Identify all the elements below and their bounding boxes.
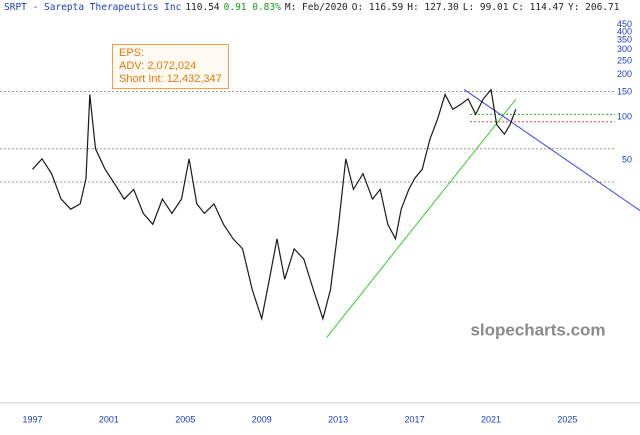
y-tick-label: 300 [617, 44, 632, 54]
price-line [32, 88, 517, 322]
y-tick-label: 450 [617, 19, 632, 29]
year-high: Y: 206.71 [567, 2, 620, 13]
last: 110.54 [185, 2, 220, 13]
symbol: SRPT - Sarepta Therapeutics Inc [4, 2, 182, 13]
x-tick-label: 2005 [175, 414, 195, 424]
close: C: 114.47 [512, 2, 564, 13]
x-tick-label: 2009 [252, 414, 272, 424]
x-tick-label: 2025 [557, 414, 577, 424]
header: SRPT - Sarepta Therapeutics Inc 110.54 0.9… [4, 2, 623, 13]
low: L: 99.01 [462, 2, 509, 13]
x-tick-label: 2021 [481, 414, 501, 424]
eps: EPS: [119, 47, 145, 59]
y-tick-label: 200 [617, 69, 632, 79]
watermark: slopecharts.com [470, 320, 605, 339]
y-tick-label: 50 [622, 154, 632, 164]
y-tick-label: 100 [617, 112, 632, 122]
trend-line [463, 89, 640, 211]
y-tick-label: 350 [617, 35, 632, 45]
x-tick-label: 1997 [22, 414, 42, 424]
y-tick-label: 150 [617, 87, 632, 97]
trend-line [326, 99, 517, 338]
y-tick-label: 400 [617, 26, 632, 36]
x-tick-label: 2013 [328, 414, 348, 424]
change: 0.91 0.83% [223, 2, 281, 13]
short-interest: Short Int: 12,432,347 [119, 73, 222, 85]
open: O: 116.59 [351, 2, 404, 13]
adv: ADV: 2,072,024 [119, 60, 197, 72]
high: H: 127.30 [407, 2, 459, 13]
x-tick-label: 2017 [405, 414, 425, 424]
info-box: EPS: ADV: 2,072,024 Short Int: 12,432,34… [112, 44, 229, 89]
x-tick-label: 2001 [99, 414, 119, 424]
y-tick-label: 250 [617, 55, 632, 65]
period: M: Feb/2020 [284, 2, 348, 13]
